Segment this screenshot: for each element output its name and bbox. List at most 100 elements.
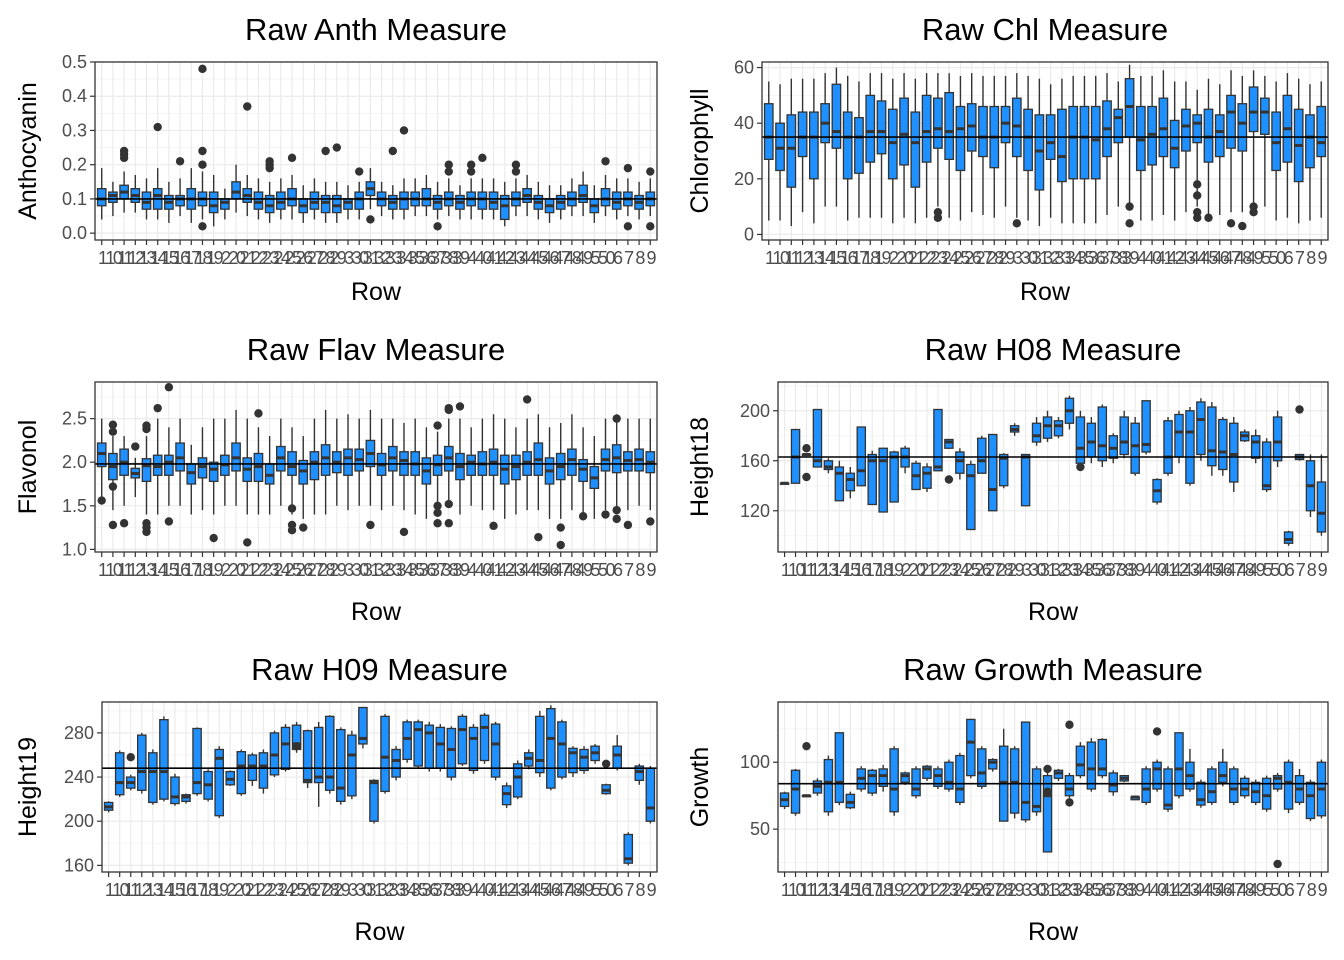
box-41 (1158, 70, 1169, 215)
box-body (309, 451, 320, 481)
x-tick-label: 22 (251, 248, 269, 268)
box-body (1042, 774, 1053, 853)
box-33 (391, 746, 401, 781)
box-20 (911, 766, 921, 799)
x-tick-label: 41 (1161, 880, 1179, 900)
y-tick-label: 0 (744, 224, 754, 244)
x-tick-label: 44 (520, 560, 538, 580)
box-body (790, 769, 801, 814)
box-6 (1283, 759, 1294, 814)
box-body (347, 734, 357, 797)
x-tick-label: 33 (1062, 560, 1080, 580)
x-tick-label: 47 (1226, 560, 1244, 580)
y-tick-label: 0.2 (62, 155, 87, 175)
box-body (358, 706, 368, 745)
box-10 (790, 768, 801, 816)
box-22 (253, 409, 264, 515)
box-4 (1135, 75, 1146, 221)
box-body (1239, 777, 1250, 797)
x-tick-label: 6 (1285, 880, 1295, 900)
y-tick-label: 0.5 (62, 52, 87, 72)
box-17 (192, 727, 202, 796)
box-44 (523, 749, 534, 770)
box-31 (1042, 410, 1053, 442)
x-tick-label: 43 (508, 560, 526, 580)
box-22 (933, 408, 943, 472)
x-tick-label: 8 (1307, 880, 1317, 900)
box-body (1192, 114, 1203, 144)
box-body (1248, 86, 1259, 133)
outlier-point (1043, 787, 1052, 796)
box-12 (797, 78, 808, 213)
x-tick-label: 38 (1117, 560, 1135, 580)
outlier-point (1125, 219, 1134, 228)
box-body (253, 191, 264, 210)
x-tick-label: 37 (1099, 248, 1117, 268)
x-tick-label: 47 (1226, 880, 1244, 900)
outlier-point (142, 527, 151, 537)
box-body (1316, 481, 1327, 533)
box-13 (141, 178, 152, 220)
x-tick-label: 32 (1051, 880, 1069, 900)
box-33 (1064, 395, 1075, 430)
outlier-point (444, 403, 453, 413)
box-body (568, 747, 578, 774)
box-5 (589, 436, 600, 519)
x-tick-label: 7 (624, 880, 634, 900)
box-body (369, 779, 379, 822)
box-36 (421, 427, 432, 519)
x-tick-label: 16 (840, 248, 858, 268)
box-36 (1097, 738, 1108, 779)
box-7 (1294, 768, 1305, 806)
box-7 (623, 418, 633, 530)
x-tick-label: 49 (577, 880, 595, 900)
x-tick-label: 20 (909, 560, 927, 580)
box-body (214, 748, 224, 817)
x-tick-label: 29 (1007, 880, 1025, 900)
box-body (1207, 768, 1217, 804)
box-20 (911, 460, 921, 491)
box-body (797, 111, 808, 158)
x-tick-label: 20 (229, 248, 247, 268)
x-tick-label: 35 (411, 880, 429, 900)
x-tick-label: 13 (139, 560, 157, 580)
x-tick-label: 7 (1296, 880, 1306, 900)
y-axis-label: Growth (686, 747, 714, 828)
box-2 (887, 78, 898, 224)
outlier-point (1193, 191, 1202, 200)
box-23 (264, 436, 275, 515)
box-47 (1229, 417, 1239, 492)
box-49 (1250, 429, 1261, 464)
box-43 (511, 427, 521, 515)
box-body (834, 466, 845, 502)
box-21 (242, 102, 253, 217)
x-tick-label: 30 (352, 560, 370, 580)
x-tick-label: 39 (1128, 560, 1146, 580)
outlier-point (164, 517, 174, 526)
outlier-point (1125, 202, 1134, 211)
box-34 (1075, 410, 1086, 472)
box-body (1163, 768, 1173, 810)
outlier-point (1273, 859, 1282, 869)
outlier-point (126, 752, 135, 762)
box-7 (623, 832, 634, 866)
x-tick-label: 14 (832, 880, 850, 900)
box-body (1196, 401, 1206, 456)
box-body (1130, 422, 1140, 474)
box-body (1097, 406, 1108, 462)
box-37 (1102, 73, 1112, 215)
box-49 (1250, 779, 1261, 806)
x-tick-label: 25 (963, 560, 981, 580)
y-axis-label: Height18 (686, 417, 714, 517)
box-31 (365, 168, 376, 224)
box-body (231, 181, 241, 200)
x-tick-label: 31 (1032, 248, 1050, 268)
x-tick-label: 43 (508, 248, 526, 268)
y-tick-label: 0.0 (62, 223, 87, 243)
box-body (611, 191, 622, 210)
box-15 (170, 773, 180, 806)
x-tick-label: 29 (329, 248, 347, 268)
box-body (899, 97, 909, 166)
box-body (1196, 781, 1206, 806)
x-tick-label: 12 (810, 880, 828, 900)
